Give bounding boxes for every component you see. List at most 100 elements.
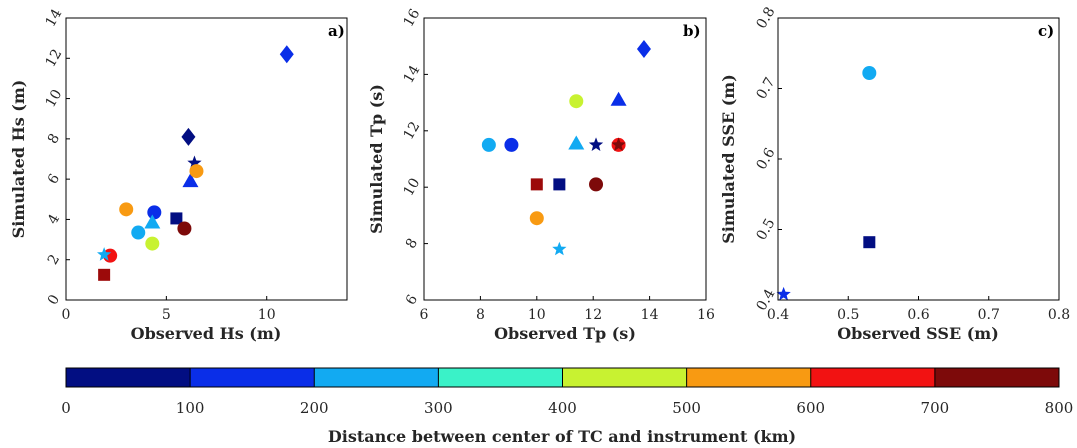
panel-a-y-axis-label: Simulated Hs (m) — [9, 80, 28, 239]
panel-c-x-tick-label: 0.8 — [1048, 307, 1070, 323]
colorbar-segment — [66, 368, 191, 387]
panel-c-y-tick-label: 0.8 — [754, 4, 779, 31]
panel-b-point-square — [530, 178, 543, 191]
panel-b-point-triangle — [610, 91, 627, 106]
panel-b-point-star — [611, 137, 626, 151]
panel-a-point-star — [97, 247, 112, 261]
panel-a-point-circle — [131, 225, 146, 240]
panel-a-y-tick-label: 0 — [45, 292, 63, 308]
panel-b-point-star — [552, 241, 567, 256]
colorbar-tick-label: 300 — [424, 399, 453, 417]
panel-b-y-tick-label: 10 — [401, 175, 424, 198]
panel-b-point-circle — [529, 211, 544, 226]
panel-a-point-circle — [189, 164, 204, 179]
panel-a-x-tick-label: 10 — [258, 307, 276, 323]
panel-c-plot-area — [778, 18, 1059, 300]
panel-a-y-tick-label: 8 — [45, 131, 63, 147]
panel-a-point-square — [170, 212, 183, 225]
panel-b-point-circle — [504, 137, 519, 152]
panel-a-frame — [65, 17, 348, 301]
panel-a-y-tick-label: 4 — [45, 211, 63, 227]
panel-a-ticks: 0 5 10 0 2 4 6 8 10 12 14 — [43, 6, 276, 323]
panel-c-label: c) — [1038, 22, 1054, 40]
panel-b-label: b) — [683, 22, 701, 40]
colorbar-segment — [438, 368, 563, 387]
panel-c-point-star — [776, 286, 791, 301]
panel-b-x-tick-label: 6 — [420, 307, 429, 323]
panel-a-marks — [97, 45, 294, 281]
panel-a: 0 5 10 0 2 4 6 8 10 12 14 a) Observed Hs (m) Simul… — [9, 6, 348, 343]
panel-b-x-tick-label: 8 — [476, 307, 485, 323]
panel-a-label: a) — [328, 22, 345, 40]
colorbar-ticks: 0 100 200 300 400 500 600 700 800 — [61, 368, 1073, 417]
panel-b-marks — [481, 40, 651, 256]
panel-c-x-tick-label: 0.5 — [837, 307, 859, 323]
panel-b-y-tick-label: 14 — [401, 63, 424, 87]
panel-b-y-tick-label: 8 — [403, 236, 421, 252]
colorbar: 0 100 200 300 400 500 600 700 800 Distance betwe… — [61, 367, 1073, 446]
panel-a-point-triangle — [182, 173, 199, 188]
panel-b-frame — [423, 17, 707, 301]
panel-c-y-tick-label: 0.5 — [754, 216, 779, 243]
panel-b-point-diamond — [636, 40, 651, 59]
panel-c-x-tick-label: 0.7 — [978, 307, 1000, 323]
panel-a-x-tick-label: 0 — [62, 307, 71, 323]
panel-c-y-axis-label: Simulated SSE (m) — [719, 74, 738, 244]
colorbar-segment — [314, 368, 439, 387]
colorbar-tick-label: 500 — [672, 399, 701, 417]
panel-c-x-tick-label: 0.4 — [767, 307, 789, 323]
panel-a-point-circle — [145, 236, 160, 251]
panel-a-point-square — [98, 268, 111, 281]
colorbar-title: Distance between center of TC and instru… — [328, 427, 796, 446]
panel-b-y-tick-label: 6 — [403, 292, 421, 308]
colorbar-tick-label: 100 — [176, 399, 205, 417]
colorbar-tick-label: 800 — [1045, 399, 1074, 417]
colorbar-segments — [66, 368, 1060, 387]
panel-c-marks — [776, 65, 877, 301]
panel-b-point-circle — [589, 177, 604, 192]
panel-a-point-star — [187, 155, 202, 170]
colorbar-segment — [686, 368, 812, 387]
panel-b-point-circle — [569, 94, 584, 109]
panel-b-x-axis-label: Observed Tp (s) — [494, 324, 636, 343]
panel-b-plot-area — [424, 18, 706, 300]
panel-a-point-triangle — [144, 214, 161, 229]
panel-a-x-axis-label: Observed Hs (m) — [131, 324, 282, 343]
panel-c-point-square — [863, 236, 876, 249]
panel-c: 0.4 0.5 0.6 0.7 0.80.40.50.60.70.8 c) Observ… — [719, 4, 1070, 343]
panel-a-point-circle — [177, 221, 192, 236]
colorbar-segment — [190, 368, 315, 387]
panel-a-y-tick-label: 10 — [43, 87, 66, 110]
panel-c-x-tick-label: 0.6 — [907, 307, 929, 323]
panel-a-point-circle — [119, 202, 134, 217]
panel-b-point-square — [553, 178, 566, 191]
panel-c-point-circle — [862, 65, 877, 80]
colorbar-tick-label: 400 — [548, 399, 577, 417]
colorbar-tick-label: 700 — [921, 399, 950, 417]
panel-b-y-tick-label: 12 — [401, 119, 424, 142]
panel-c-x-axis-label: Observed SSE (m) — [837, 324, 999, 343]
panel-c-y-tick-label: 0.6 — [754, 145, 779, 172]
panel-b-point-circle — [481, 137, 496, 152]
panel-b-y-axis-label: Simulated Tp (s) — [367, 84, 386, 234]
panel-b-point-triangle — [568, 135, 585, 150]
panel-a-point-circle — [147, 205, 162, 220]
panel-a-point-diamond — [279, 45, 294, 64]
panel-a-y-tick-label: 2 — [45, 252, 63, 268]
panel-a-y-tick-label: 14 — [43, 6, 66, 30]
panel-a-point-diamond — [181, 127, 196, 146]
colorbar-tick-label: 200 — [300, 399, 329, 417]
colorbar-segment — [810, 368, 936, 387]
panel-a-x-tick-label: 5 — [162, 307, 171, 323]
colorbar-tick-label: 600 — [796, 399, 825, 417]
panel-b-x-tick-label: 10 — [528, 307, 546, 323]
panel-b-point-star — [588, 137, 604, 151]
panel-c-y-tick-label: 0.7 — [754, 75, 779, 102]
panel-b-y-tick-label: 16 — [401, 6, 424, 30]
panel-a-y-tick-label: 6 — [45, 171, 63, 187]
panel-b-x-tick-label: 14 — [641, 307, 659, 323]
panel-b-x-tick-label: 12 — [584, 307, 602, 323]
colorbar-segment — [934, 368, 1060, 387]
